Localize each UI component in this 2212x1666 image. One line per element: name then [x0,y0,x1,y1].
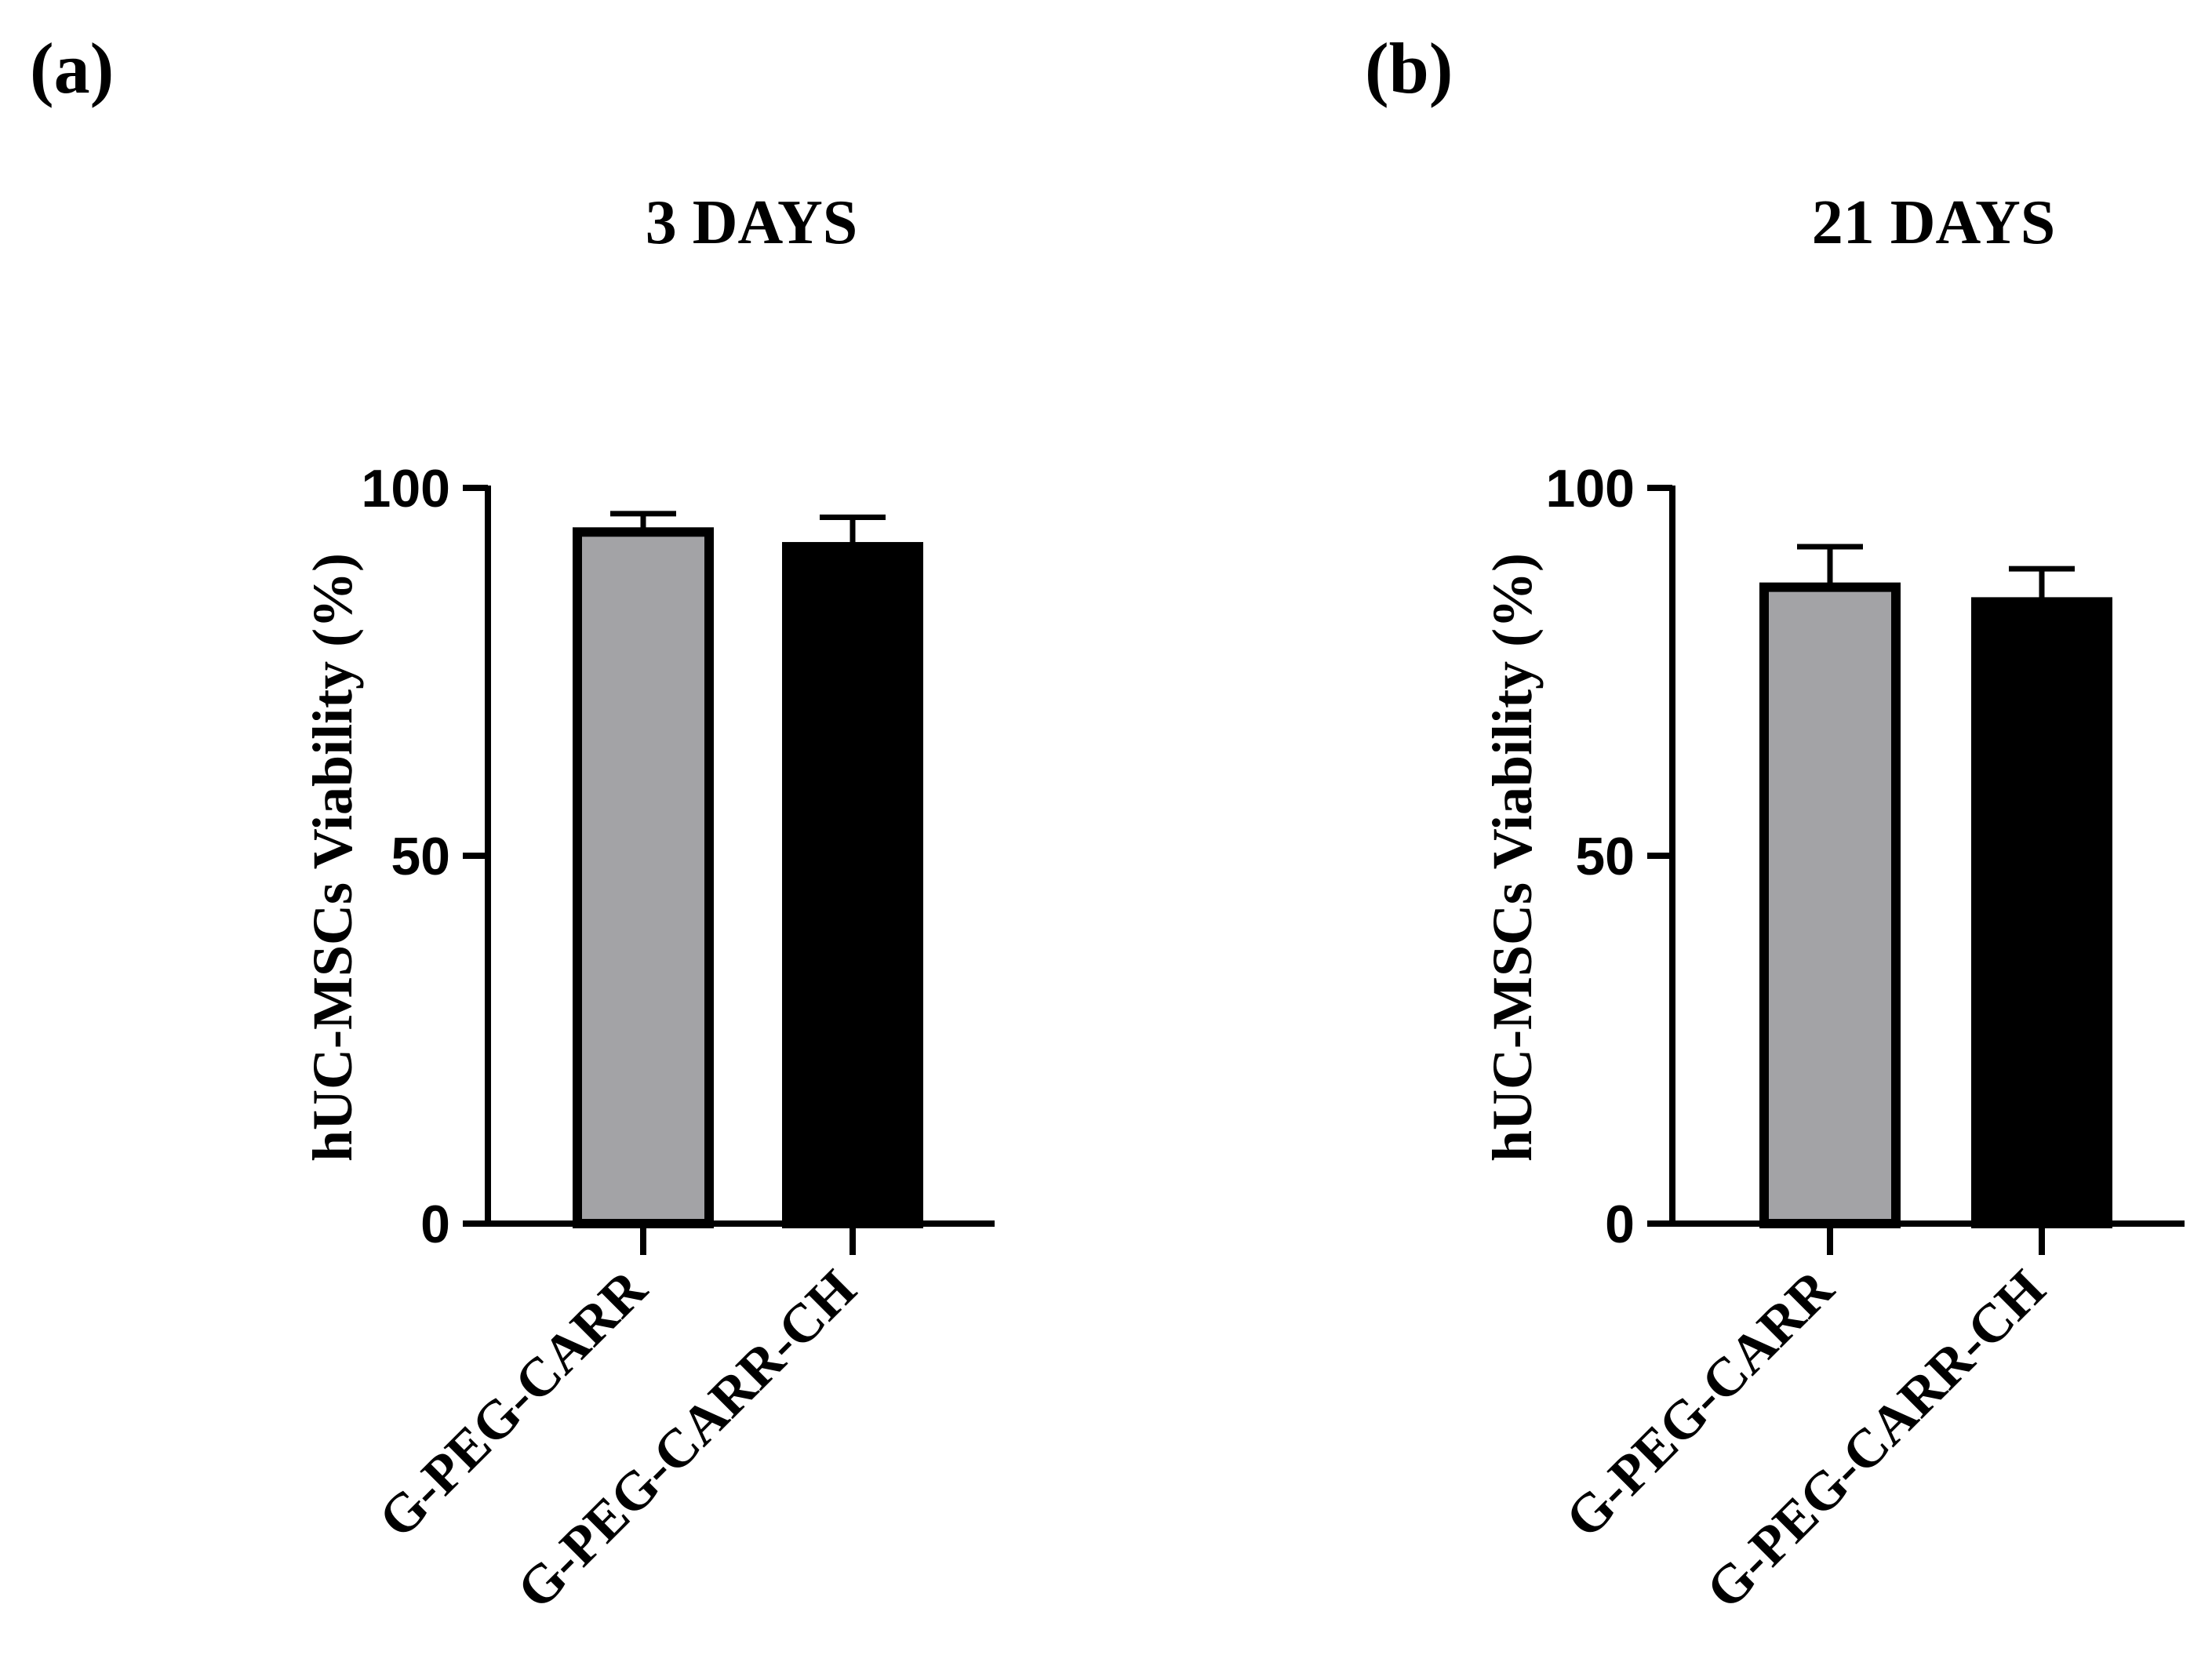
panel-label: (a) [30,28,114,108]
panel-label: (b) [1365,28,1453,108]
bar [782,542,923,1228]
chart-title: 21 DAYS [1812,188,2055,257]
y-axis-label: hUC-MSCs Viability (%) [1481,553,1544,1162]
x-tick-label: G-PEG-CARR-CH [506,1259,868,1621]
chart-panel-b: (b) 21 DAYS hUC-MSCs Viability (%) 0 50 10… [1365,28,2185,1621]
y-tick-label: 0 [420,1195,450,1254]
chart-panel-a: (a) 3 DAYS hUC-MSCs Viability (%) 0 50 100… [30,28,995,1621]
bar [573,527,714,1228]
chart-title: 3 DAYS [646,188,857,257]
y-tick-label: 100 [362,459,450,518]
y-tick-label: 50 [391,827,450,886]
y-axis-label: hUC-MSCs Viability (%) [301,553,364,1162]
y-tick-label: 100 [1546,459,1635,518]
y-tick-label: 50 [1575,827,1635,886]
bar [1759,582,1901,1228]
bar [1971,597,2112,1228]
y-tick-label: 0 [1605,1195,1635,1254]
